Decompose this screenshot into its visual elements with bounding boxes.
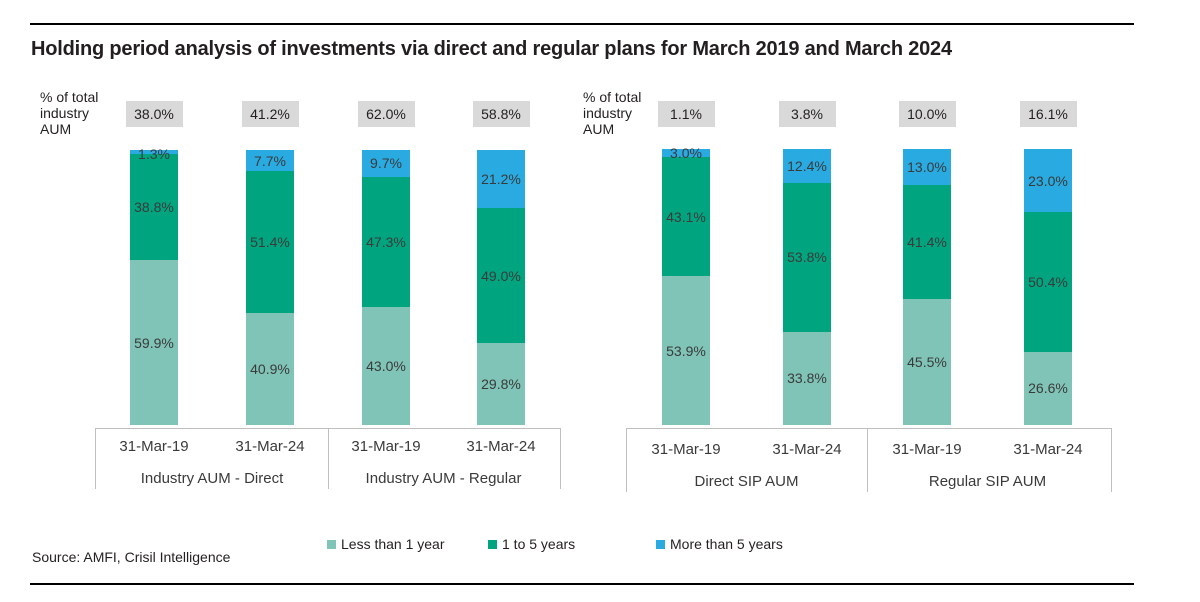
seg-1-to-5-years	[130, 153, 178, 261]
share-of-total-box: 10.0%	[898, 101, 956, 127]
axis-divider	[560, 428, 561, 489]
x-tick-label: 31-Mar-19	[119, 438, 189, 455]
data-label: 45.5%	[907, 354, 947, 371]
legend-swatch	[656, 540, 665, 549]
axis-top-line	[626, 428, 1111, 429]
data-label: 50.4%	[1028, 274, 1068, 291]
seg-more-than-5-years	[246, 150, 294, 172]
data-label: 53.8%	[787, 249, 827, 266]
axis-divider	[626, 428, 627, 492]
data-label: 9.7%	[370, 155, 402, 172]
seg-less-than-1-year	[783, 331, 831, 425]
seg-less-than-1-year	[362, 306, 410, 425]
seg-less-than-1-year	[477, 343, 525, 425]
data-label: 1.3%	[138, 146, 170, 162]
data-label: 26.6%	[1028, 380, 1068, 397]
x-tick-label: 31-Mar-19	[651, 441, 721, 458]
legend-swatch	[488, 540, 497, 549]
y-axis-label: % of total industry AUM	[583, 89, 642, 137]
bottom-rule	[30, 583, 1134, 585]
seg-1-to-5-years	[662, 157, 710, 277]
seg-more-than-5-years	[362, 150, 410, 177]
data-label: 29.8%	[481, 376, 521, 393]
x-tick-label: 31-Mar-19	[351, 438, 421, 455]
share-of-total-box: 41.2%	[241, 101, 299, 127]
legend-label: 1 to 5 years	[502, 536, 576, 552]
x-group-label: Industry AUM - Direct	[140, 470, 284, 487]
seg-1-to-5-years	[477, 208, 525, 344]
seg-more-than-5-years	[130, 150, 178, 154]
data-label: 51.4%	[250, 233, 290, 250]
data-label: 3.0%	[670, 145, 702, 161]
data-label: 23.0%	[1028, 172, 1068, 189]
seg-less-than-1-year	[130, 260, 178, 425]
data-label: 40.9%	[250, 360, 290, 377]
seg-1-to-5-years	[246, 171, 294, 313]
legend-item: 1 to 5 years	[488, 536, 575, 552]
seg-more-than-5-years	[1024, 149, 1072, 213]
axis-divider	[867, 428, 868, 492]
x-tick-label: 31-Mar-24	[466, 438, 536, 455]
seg-less-than-1-year	[1024, 351, 1072, 425]
data-label: 12.4%	[787, 158, 827, 175]
data-label: 47.3%	[366, 233, 406, 250]
seg-1-to-5-years	[903, 184, 951, 300]
x-tick-label: 31-Mar-24	[772, 441, 842, 458]
data-label: 21.2%	[481, 171, 521, 188]
axis-divider	[1111, 428, 1112, 492]
axis-divider	[328, 428, 329, 489]
page-title: Holding period analysis of investments v…	[31, 38, 952, 60]
seg-1-to-5-years	[1024, 212, 1072, 352]
seg-1-to-5-years	[783, 183, 831, 332]
share-of-total-box: 16.1%	[1019, 101, 1077, 127]
legend-item: Less than 1 year	[327, 536, 445, 552]
seg-less-than-1-year	[246, 312, 294, 425]
data-label: 7.7%	[254, 152, 286, 169]
seg-1-to-5-years	[362, 176, 410, 307]
share-of-total-box: 38.0%	[125, 101, 183, 127]
share-of-total-box: 62.0%	[357, 101, 415, 127]
data-label: 43.1%	[666, 208, 706, 225]
seg-more-than-5-years	[477, 150, 525, 209]
x-tick-label: 31-Mar-24	[1013, 441, 1083, 458]
x-group-label: Regular SIP AUM	[928, 473, 1047, 490]
legend-item: More than 5 years	[656, 536, 783, 552]
seg-more-than-5-years	[903, 149, 951, 185]
data-label: 13.0%	[907, 158, 947, 175]
top-rule	[30, 23, 1134, 25]
x-group-label: Direct SIP AUM	[694, 473, 799, 490]
seg-more-than-5-years	[662, 149, 710, 158]
data-label: 53.9%	[666, 342, 706, 359]
legend-label: Less than 1 year	[341, 536, 445, 552]
legend-label: More than 5 years	[670, 536, 783, 552]
y-axis-label: % of total industry AUM	[40, 89, 99, 137]
data-label: 59.9%	[134, 334, 174, 351]
x-tick-label: 31-Mar-24	[235, 438, 305, 455]
seg-less-than-1-year	[903, 299, 951, 425]
legend-swatch	[327, 540, 336, 549]
x-group-label: Industry AUM - Regular	[365, 470, 522, 487]
axis-divider	[95, 428, 96, 489]
seg-less-than-1-year	[662, 276, 710, 425]
data-label: 38.8%	[134, 198, 174, 215]
data-label: 43.0%	[366, 357, 406, 374]
share-of-total-box: 58.8%	[472, 101, 530, 127]
data-label: 41.4%	[907, 234, 947, 251]
share-of-total-box: 3.8%	[778, 101, 836, 127]
data-label: 49.0%	[481, 267, 521, 284]
share-of-total-box: 1.1%	[657, 101, 715, 127]
seg-more-than-5-years	[783, 149, 831, 184]
x-tick-label: 31-Mar-19	[892, 441, 962, 458]
axis-top-line	[95, 428, 560, 429]
data-label: 33.8%	[787, 370, 827, 387]
source-note: Source: AMFI, Crisil Intelligence	[32, 549, 231, 565]
